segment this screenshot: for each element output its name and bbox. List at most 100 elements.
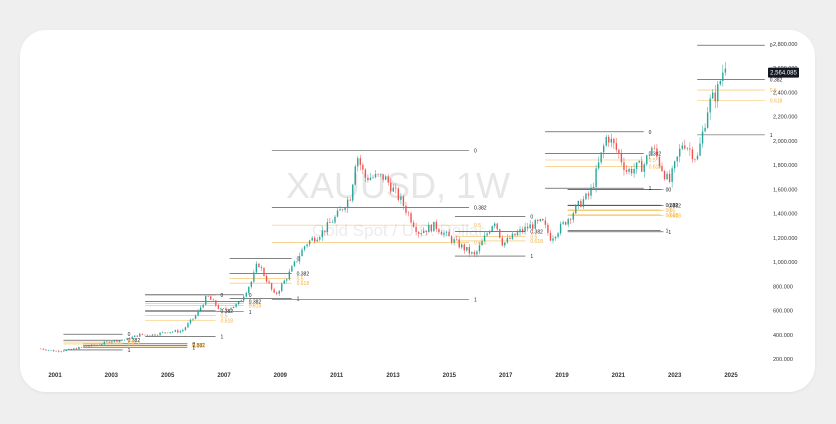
- candle: [552, 235, 554, 244]
- y-tick-label: 1,200.000: [773, 236, 797, 242]
- candle: [501, 235, 503, 247]
- fib-level-label: 0.618: [530, 239, 543, 245]
- candle: [461, 243, 463, 249]
- candle: [582, 195, 585, 210]
- x-tick-label: 2005: [161, 373, 175, 379]
- fib-level-label: 0.382: [297, 272, 310, 278]
- fib-level-label: 0.5: [649, 158, 656, 164]
- candle: [395, 183, 397, 194]
- candle: [661, 162, 663, 172]
- candle: [534, 218, 536, 230]
- candle: [134, 335, 136, 337]
- candle: [298, 252, 301, 265]
- candle: [476, 250, 478, 258]
- y-tick-label: 600.000: [773, 309, 793, 315]
- candle: [488, 229, 491, 235]
- candle: [349, 197, 351, 201]
- candle: [126, 337, 128, 340]
- candle: [291, 264, 293, 272]
- candle: [159, 332, 161, 337]
- candle: [610, 133, 612, 148]
- fib-level-label: 0.382: [668, 204, 681, 210]
- candle: [156, 334, 159, 337]
- y-tick-label: 2,400.000: [773, 90, 797, 96]
- candle: [628, 167, 630, 175]
- candle: [95, 344, 98, 346]
- candle: [268, 279, 270, 284]
- fib-level-label: 0.618: [297, 281, 310, 287]
- candle: [478, 242, 481, 255]
- candle: [668, 169, 671, 184]
- candle: [440, 230, 443, 235]
- candle: [273, 287, 275, 294]
- fib-level-label: 0.5: [297, 276, 304, 282]
- candle: [111, 340, 113, 344]
- fib-level-label: 0.5: [249, 301, 256, 307]
- candle: [68, 348, 70, 351]
- candle: [255, 261, 258, 274]
- fib-level-label: 0.5: [221, 314, 228, 320]
- candle: [557, 231, 559, 239]
- candle: [364, 168, 367, 183]
- fib-level-label: 0: [297, 256, 300, 262]
- candle: [554, 236, 557, 242]
- watermark-description: Gold Spot / U.S. Dollar: [312, 221, 484, 240]
- candle: [443, 229, 445, 238]
- candle: [116, 339, 118, 343]
- candle: [615, 138, 618, 153]
- candle: [491, 225, 493, 233]
- candle: [281, 282, 283, 293]
- x-tick-label: 2025: [724, 373, 738, 379]
- candle: [85, 346, 88, 347]
- candle: [172, 331, 174, 333]
- candle: [635, 162, 638, 174]
- fib-level-label: 0.382: [249, 299, 262, 305]
- fib-level-label: 0: [666, 187, 669, 193]
- candle: [187, 321, 189, 329]
- candle: [468, 243, 471, 258]
- fib-level-label: 0.618: [666, 213, 679, 219]
- candle: [676, 156, 678, 167]
- last-price-box: [768, 67, 799, 78]
- candle: [128, 337, 131, 340]
- candle: [93, 344, 95, 347]
- candle: [719, 79, 721, 87]
- candle: [308, 239, 311, 247]
- candle: [445, 230, 448, 237]
- candle: [585, 192, 587, 201]
- y-tick-label: 200.000: [773, 357, 793, 363]
- fib-level-label: 0.382: [530, 230, 543, 236]
- candle: [529, 220, 531, 229]
- candle: [42, 348, 45, 351]
- candle: [539, 218, 542, 222]
- candle: [179, 329, 182, 334]
- candle: [207, 295, 209, 297]
- candle: [532, 221, 534, 234]
- candle: [303, 245, 306, 252]
- candle: [324, 230, 326, 236]
- candle: [123, 339, 126, 341]
- candle: [694, 158, 696, 163]
- y-tick-label: 2,800.000: [773, 42, 797, 48]
- candle: [679, 144, 681, 163]
- candle: [671, 165, 673, 188]
- candle: [648, 151, 651, 160]
- candle: [359, 155, 362, 171]
- candle: [656, 144, 658, 161]
- candle: [435, 219, 438, 232]
- candle: [392, 183, 394, 192]
- candle: [90, 344, 93, 347]
- candle: [509, 235, 511, 240]
- candle: [499, 228, 501, 239]
- candle: [709, 94, 711, 120]
